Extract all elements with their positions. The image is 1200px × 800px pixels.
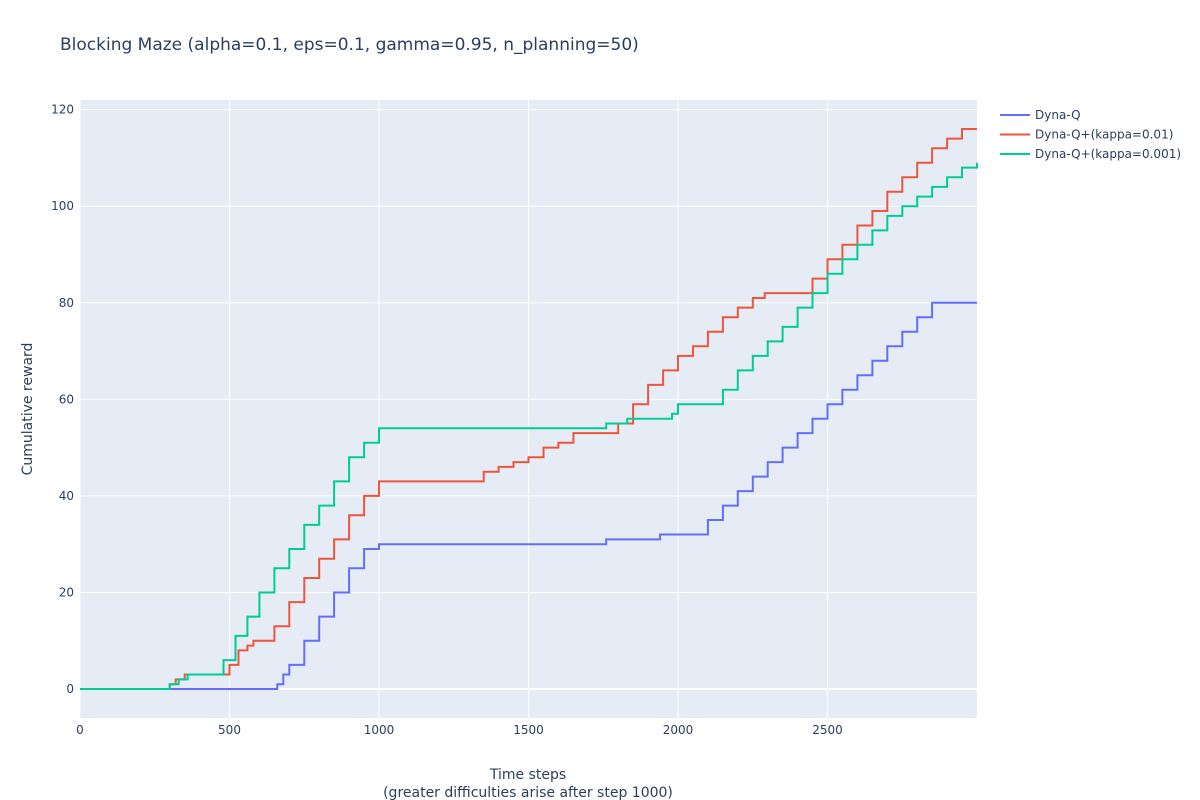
- y-tick-label: 0: [66, 682, 74, 696]
- legend-label: Dyna-Q: [1035, 108, 1081, 122]
- x-tick-label: 2500: [812, 723, 843, 737]
- legend-item-dyna-q[interactable]: Dyna-Q: [1000, 108, 1081, 122]
- series-line-dyna-q-kappa-0-001: [80, 162, 978, 690]
- legend-item-dyna-q-kappa-0-01[interactable]: Dyna-Q+(kappa=0.01): [1000, 128, 1173, 142]
- x-tick-label: 1500: [513, 723, 544, 737]
- x-tick-label: 2000: [663, 723, 694, 737]
- series-line-dyna-q-kappa-0-01: [80, 128, 977, 690]
- x-tick-label: 0: [76, 723, 84, 737]
- x-tick-label: 1000: [364, 723, 395, 737]
- series-line-dyna-q: [80, 301, 977, 690]
- legend-label: Dyna-Q+(kappa=0.01): [1035, 128, 1173, 142]
- x-tick-label: 500: [218, 723, 241, 737]
- legend-label: Dyna-Q+(kappa=0.001): [1035, 147, 1181, 161]
- y-tick-label: 120: [51, 103, 74, 117]
- y-tick-label: 40: [59, 489, 74, 503]
- legend-item-dyna-q-kappa-0-001[interactable]: Dyna-Q+(kappa=0.001): [1000, 147, 1181, 161]
- y-tick-label: 80: [59, 296, 74, 310]
- y-tick-label: 20: [59, 585, 74, 599]
- axis-ticks: 0 500 1000 1500 2000 2500 0 20 40 60 80 100 120: [51, 103, 843, 737]
- y-tick-label: 100: [51, 199, 74, 213]
- y-tick-label: 60: [59, 392, 74, 406]
- chart-title: Blocking Maze (alpha=0.1, eps=0.1, gamma…: [60, 35, 639, 55]
- legend[interactable]: Dyna-Q Dyna-Q+(kappa=0.01) Dyna-Q+(kappa=0…: [1000, 108, 1181, 161]
- x-axis-title: Time steps: [489, 767, 566, 783]
- gridlines: [79, 100, 977, 718]
- x-axis-subtitle: (greater difficulties arise after step 1…: [383, 785, 673, 800]
- series-lines: [80, 128, 978, 690]
- y-axis-title: Cumulative reward: [20, 343, 36, 476]
